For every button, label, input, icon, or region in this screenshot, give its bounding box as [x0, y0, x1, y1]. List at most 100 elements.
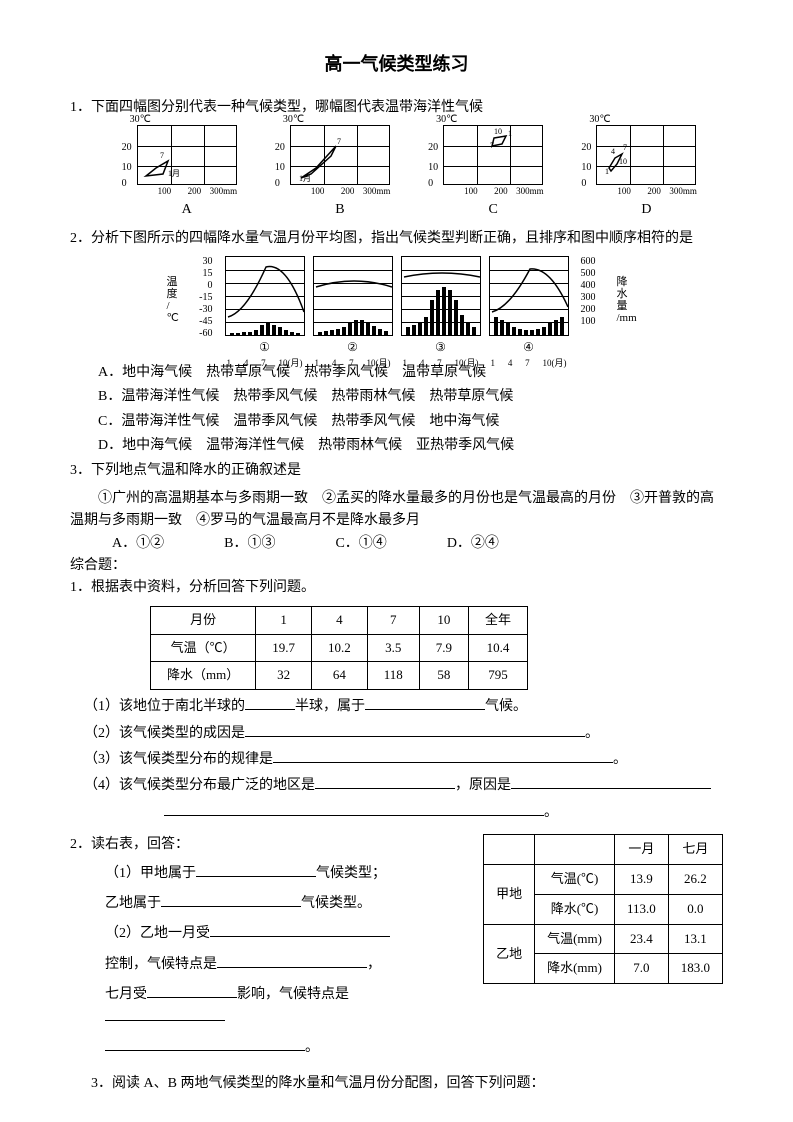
q2-text: 分析下图所示的四幅降水量气温月份平均图，指出气候类型判断正确，且排序和图中顺序相… [91, 231, 693, 246]
q3-num: 3． [70, 463, 91, 478]
page-title: 高一气候类型练习 [70, 50, 723, 79]
table-cell: 183.0 [668, 954, 722, 984]
table-cell: 降水(mm) [535, 954, 615, 984]
blank[interactable] [210, 923, 390, 937]
q1-chart-B: 30℃ 20 10 0 100 200 300mm 1月7 B [290, 125, 390, 221]
cq2-table: 一月七月甲地气温(℃)13.926.2降水(℃)113.00.0乙地气温(mm)… [483, 834, 723, 984]
blank[interactable] [147, 984, 237, 998]
table-cell: 10.4 [469, 634, 528, 662]
cq1-s1-t1: 该地位于南北半球的 [119, 699, 245, 714]
q3-option[interactable]: D．②④ [447, 533, 499, 555]
table-cell: 19.7 [256, 634, 312, 662]
svg-text:4: 4 [611, 147, 615, 156]
svg-text:1: 1 [508, 129, 512, 138]
question-2: 2．分析下图所示的四幅降水量气温月份平均图，指出气候类型判断正确，且排序和图中顺… [70, 228, 723, 250]
q1-charts: 30℃ 20 10 0 100 200 300mm 71月 A 30℃ 20 1… [110, 125, 723, 221]
table-cell: 10.2 [311, 634, 367, 662]
table-header: 全年 [469, 606, 528, 634]
cq2-s1b-t2: 气候类型。 [301, 896, 371, 911]
blank[interactable] [245, 696, 295, 710]
cq2-s2b-t2: ， [367, 957, 381, 972]
blank[interactable] [511, 775, 711, 789]
svg-text:10: 10 [494, 127, 502, 136]
cq2-sub2b: 控制，气候特点是 ， [105, 954, 463, 976]
comp-q2: 2．读右表，回答： [70, 834, 463, 856]
table-header: 1 [256, 606, 312, 634]
cq1-sub2: （2）该气候类型的成因是 。 [84, 723, 723, 745]
table-cell: 58 [419, 662, 468, 690]
cq1-sub4: （4）该气候类型分布最广泛的地区是 ，原因是 [84, 775, 723, 797]
table-cell: 7.9 [419, 634, 468, 662]
blank[interactable] [161, 893, 301, 907]
blank[interactable] [105, 1037, 305, 1051]
climograph-①: 14710(月) ① [225, 256, 305, 356]
question-1: 1．下面四幅图分别代表一种气候类型，哪幅图代表温带海洋性气候 [70, 97, 723, 119]
table-cell: 降水（mm） [151, 662, 256, 690]
cq1-s1-t3: 气候。 [485, 699, 527, 714]
q3-options: A．①② B．①③ C．①④ D．②④ [112, 533, 723, 555]
blank[interactable] [196, 863, 316, 877]
table-cell: 降水(℃) [535, 894, 615, 924]
svg-text:7: 7 [160, 151, 164, 160]
cq2-sub2: （2）乙地一月受 [105, 923, 463, 945]
cq1-s2-t2: 。 [585, 726, 599, 741]
cq1-text: 根据表中资料，分析回答下列问题。 [91, 580, 315, 595]
table-cell: 气温（℃） [151, 634, 256, 662]
svg-text:10: 10 [619, 157, 627, 166]
q2-option[interactable]: B．温带海洋性气候 热带季风气候 热带雨林气候 热带草原气候 [98, 386, 723, 408]
cq2-s1-n: （1） [105, 866, 140, 881]
climograph-④: 14710(月) ④ [489, 256, 569, 356]
cq1-s3-t1: 该气候类型分布的规律是 [119, 752, 273, 767]
table-cell: 0.0 [668, 894, 722, 924]
blank[interactable] [105, 1007, 225, 1021]
blank[interactable] [164, 802, 544, 816]
table-cell: 118 [367, 662, 419, 690]
q3-option[interactable]: C．①④ [335, 533, 386, 555]
cq2-text: 读右表，回答： [91, 837, 189, 852]
y-left-ticks: 30150-15-30-45-60 [183, 256, 213, 340]
q2-option[interactable]: D．地中海气候 温带海洋性气候 热带雨林气候 亚热带季风气候 [98, 435, 723, 457]
svg-text:1月: 1月 [299, 174, 311, 183]
table-cell: 气温(mm) [535, 924, 615, 954]
cq1-s4-n: （4） [84, 778, 119, 793]
cq1-s4-t2: ，原因是 [455, 778, 511, 793]
cq1-s4-t1: 该气候类型分布最广泛的地区是 [119, 778, 315, 793]
table-cell: 64 [311, 662, 367, 690]
q2-options: A．地中海气候 热带草原气候 热带季风气候 温带草原气候B．温带海洋性气候 热带… [98, 362, 723, 458]
table-header: 七月 [668, 835, 722, 865]
cq1-s4-t4: 。 [544, 805, 558, 820]
blank[interactable] [245, 723, 585, 737]
svg-text:7: 7 [623, 143, 627, 152]
y-right-label: 降水量/mm [617, 276, 631, 324]
table-cell: 气温(℃) [535, 865, 615, 895]
cq2-s2-t1: 乙地一月受 [140, 926, 210, 941]
cq2-s2b-t1: 控制，气候特点是 [105, 957, 217, 972]
cq3-num: 3． [91, 1076, 112, 1091]
q3-option[interactable]: B．①③ [224, 533, 275, 555]
blank[interactable] [273, 749, 613, 763]
cq1-s2-t1: 该气候类型的成因是 [119, 726, 245, 741]
table-header [535, 835, 615, 865]
table-header: 7 [367, 606, 419, 634]
table-cell: 32 [256, 662, 312, 690]
cq1-s2-n: （2） [84, 726, 119, 741]
svg-text:7: 7 [490, 141, 494, 150]
q2-option[interactable]: C．温带海洋性气候 温带季风气候 热带季风气候 地中海气候 [98, 411, 723, 433]
blank[interactable] [315, 775, 455, 789]
cq2-s2-n: （2） [105, 926, 140, 941]
table-group: 乙地 [484, 924, 535, 984]
cq1-sub3: （3）该气候类型分布的规律是。 [84, 749, 723, 771]
blank[interactable] [217, 954, 367, 968]
table-cell: 7.0 [614, 954, 668, 984]
table-cell: 13.9 [614, 865, 668, 895]
table-cell: 23.4 [614, 924, 668, 954]
q2-num: 2． [70, 231, 91, 246]
table-header: 4 [311, 606, 367, 634]
q3-option[interactable]: A．①② [112, 533, 164, 555]
blank[interactable] [365, 696, 485, 710]
cq1-s3-t2: 。 [613, 752, 627, 767]
table-header: 一月 [614, 835, 668, 865]
cq2-s2c-t1: 七月受 [105, 987, 147, 1002]
cq2-s1-t2: 气候类型； [316, 866, 386, 881]
comp-q2-wrap: 2．读右表，回答： （1）甲地属于气候类型； 乙地属于气候类型。 （2）乙地一月… [70, 834, 723, 1059]
